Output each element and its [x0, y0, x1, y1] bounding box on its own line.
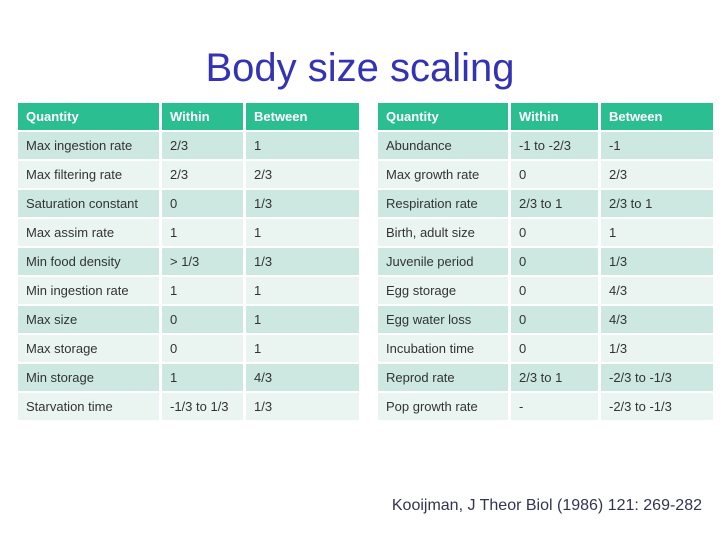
quantity-cell: Egg storage: [378, 277, 508, 304]
table-row: Egg water loss 0 4/3: [378, 306, 713, 333]
quantity-cell: Respiration rate: [378, 190, 508, 217]
column-header-between: Between: [246, 103, 359, 130]
table-row: Birth, adult size 0 1: [378, 219, 713, 246]
between-cell: 1/3: [246, 248, 359, 275]
within-cell: -1/3 to 1/3: [162, 393, 243, 420]
table-row: Saturation constant 0 1/3: [18, 190, 359, 217]
within-cell: 0: [162, 306, 243, 333]
between-cell: 1: [246, 219, 359, 246]
quantity-cell: Birth, adult size: [378, 219, 508, 246]
table-row: Min storage 1 4/3: [18, 364, 359, 391]
quantity-cell: Abundance: [378, 132, 508, 159]
quantity-cell: Max size: [18, 306, 159, 333]
quantity-cell: Min storage: [18, 364, 159, 391]
table-header-row: Quantity Within Between: [18, 103, 359, 130]
between-cell: 4/3: [601, 277, 713, 304]
between-cell: 4/3: [601, 306, 713, 333]
within-cell: 0: [511, 219, 598, 246]
between-cell: -1: [601, 132, 713, 159]
column-header-within: Within: [511, 103, 598, 130]
within-cell: 0: [511, 277, 598, 304]
between-cell: 1/3: [601, 335, 713, 362]
between-cell: 1: [601, 219, 713, 246]
slide-title: Body size scaling: [205, 46, 515, 90]
table-row: Juvenile period 0 1/3: [378, 248, 713, 275]
within-cell: -1 to -2/3: [511, 132, 598, 159]
table-row: Starvation time -1/3 to 1/3 1/3: [18, 393, 359, 420]
table-row: Egg storage 0 4/3: [378, 277, 713, 304]
within-cell: 0: [511, 161, 598, 188]
table-row: Incubation time 0 1/3: [378, 335, 713, 362]
quantity-cell: Starvation time: [18, 393, 159, 420]
body-size-scaling-table-left: Quantity Within Between Max ingestion rate 2…: [15, 101, 362, 422]
between-cell: 4/3: [246, 364, 359, 391]
quantity-cell: Saturation constant: [18, 190, 159, 217]
table-row: Min food density > 1/3 1/3: [18, 248, 359, 275]
table-row: Max size 0 1: [18, 306, 359, 333]
within-cell: 2/3: [162, 161, 243, 188]
quantity-cell: Reprod rate: [378, 364, 508, 391]
table-row: Max ingestion rate 2/3 1: [18, 132, 359, 159]
table-row: Max growth rate 0 2/3: [378, 161, 713, 188]
within-cell: 0: [511, 248, 598, 275]
within-cell: 2/3: [162, 132, 243, 159]
quantity-cell: Pop growth rate: [378, 393, 508, 420]
within-cell: 0: [511, 335, 598, 362]
quantity-cell: Incubation time: [378, 335, 508, 362]
within-cell: 2/3 to 1: [511, 364, 598, 391]
within-cell: 0: [162, 335, 243, 362]
between-cell: -2/3 to -1/3: [601, 393, 713, 420]
between-cell: 1: [246, 335, 359, 362]
within-cell: -: [511, 393, 598, 420]
column-header-within: Within: [162, 103, 243, 130]
column-header-quantity: Quantity: [18, 103, 159, 130]
table-row: Abundance -1 to -2/3 -1: [378, 132, 713, 159]
table-row: Reprod rate 2/3 to 1 -2/3 to -1/3: [378, 364, 713, 391]
within-cell: 1: [162, 364, 243, 391]
quantity-cell: Juvenile period: [378, 248, 508, 275]
between-cell: 1: [246, 306, 359, 333]
column-header-quantity: Quantity: [378, 103, 508, 130]
quantity-cell: Max storage: [18, 335, 159, 362]
quantity-cell: Max filtering rate: [18, 161, 159, 188]
quantity-cell: Max ingestion rate: [18, 132, 159, 159]
between-cell: 1/3: [246, 393, 359, 420]
citation-text: Kooijman, J Theor Biol (1986) 121: 269-2…: [391, 497, 702, 514]
body-size-scaling-table-right: Quantity Within Between Abundance -1 to -2/3…: [375, 101, 716, 422]
quantity-cell: Egg water loss: [378, 306, 508, 333]
table-row: Max filtering rate 2/3 2/3: [18, 161, 359, 188]
column-header-between: Between: [601, 103, 713, 130]
quantity-cell: Max assim rate: [18, 219, 159, 246]
quantity-cell: Max growth rate: [378, 161, 508, 188]
quantity-cell: Min ingestion rate: [18, 277, 159, 304]
between-cell: -2/3 to -1/3: [601, 364, 713, 391]
within-cell: > 1/3: [162, 248, 243, 275]
table-row: Max assim rate 1 1: [18, 219, 359, 246]
table-header-row: Quantity Within Between: [378, 103, 713, 130]
within-cell: 0: [162, 190, 243, 217]
table-row: Pop growth rate - -2/3 to -1/3: [378, 393, 713, 420]
quantity-cell: Min food density: [18, 248, 159, 275]
between-cell: 1: [246, 132, 359, 159]
table-row: Min ingestion rate 1 1: [18, 277, 359, 304]
between-cell: 2/3: [601, 161, 713, 188]
within-cell: 0: [511, 306, 598, 333]
within-cell: 1: [162, 277, 243, 304]
within-cell: 2/3 to 1: [511, 190, 598, 217]
between-cell: 1: [246, 277, 359, 304]
within-cell: 1: [162, 219, 243, 246]
between-cell: 2/3: [246, 161, 359, 188]
between-cell: 1/3: [601, 248, 713, 275]
between-cell: 1/3: [246, 190, 359, 217]
table-row: Max storage 0 1: [18, 335, 359, 362]
table-row: Respiration rate 2/3 to 1 2/3 to 1: [378, 190, 713, 217]
between-cell: 2/3 to 1: [601, 190, 713, 217]
